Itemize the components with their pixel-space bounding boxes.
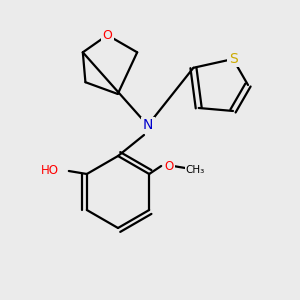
Text: HO: HO — [41, 164, 59, 178]
Text: CH₃: CH₃ — [186, 165, 205, 175]
Text: O: O — [165, 160, 174, 172]
Text: O: O — [102, 28, 112, 42]
Text: S: S — [229, 52, 237, 66]
Text: N: N — [143, 118, 153, 132]
